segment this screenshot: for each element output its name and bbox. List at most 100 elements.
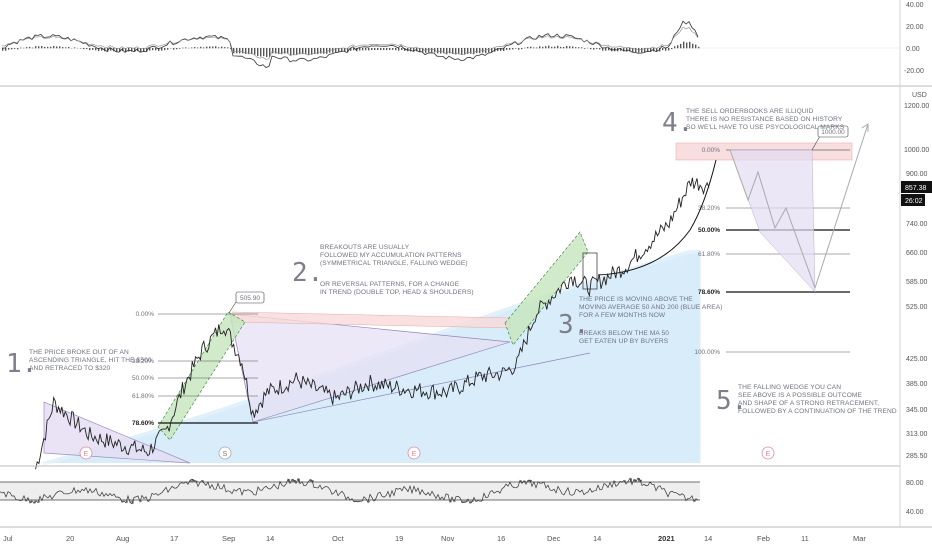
top-histogram-bar xyxy=(128,48,130,52)
top-histogram-bar xyxy=(164,48,166,51)
top-histogram-bar xyxy=(149,48,151,51)
bottom-oscillator-trough xyxy=(132,500,134,504)
top-histogram-bar xyxy=(53,46,55,49)
top-histogram-bar xyxy=(143,48,145,52)
top-histogram-bar xyxy=(362,48,364,51)
bottom-oscillator-peak xyxy=(312,480,314,482)
annotation-3-line-2: MOVING AVERAGE 50 AND 200 (BLUE AREA) xyxy=(579,304,723,311)
top-histogram-bar xyxy=(197,47,199,49)
annotation-5-line-2: SEE ABOVE IS A POSSIBLE OUTCOME xyxy=(738,392,863,399)
top-histogram-bar xyxy=(572,46,574,49)
top-histogram-bar xyxy=(599,48,601,50)
top-histogram-bar xyxy=(242,48,244,54)
top-histogram-bar xyxy=(8,48,10,50)
price-axis[interactable]: 40.00 20.00 0.00 -20.00 USD 1200.00 1000… xyxy=(899,0,932,527)
annotation-1-number: 1. xyxy=(6,349,37,379)
callout-1000-label: 1000.00 xyxy=(821,129,845,136)
top-histogram-bar xyxy=(158,48,160,51)
price-tick-900: 900.00 xyxy=(906,171,928,178)
top-histogram-bar xyxy=(323,48,325,54)
currency-label: USD xyxy=(912,92,927,99)
top-histogram-bar xyxy=(263,48,265,57)
top-histogram-bar xyxy=(506,48,508,50)
top-histogram-bar xyxy=(353,48,355,51)
top-histogram-bar xyxy=(386,48,388,51)
top-histogram-bar xyxy=(641,48,643,53)
top-histogram-bar xyxy=(167,48,169,50)
top-histogram-bar xyxy=(83,48,85,50)
top-histogram-bar xyxy=(542,46,544,49)
top-histogram-bar xyxy=(2,48,4,51)
top-histogram-bar xyxy=(695,44,697,49)
bottom-oscillator-peak xyxy=(194,480,196,482)
top-histogram-bar xyxy=(233,48,235,54)
top-histogram-bar xyxy=(347,48,349,53)
x-tick-2021: 2021 xyxy=(658,534,675,543)
top-histogram-bar xyxy=(644,48,646,53)
top-histogram-bar xyxy=(248,48,250,55)
x-tick-14b: 14 xyxy=(593,534,601,543)
top-histogram-bar xyxy=(677,45,679,49)
top-histogram-bar xyxy=(293,48,295,55)
x-tick-14c: 14 xyxy=(704,534,712,543)
top-histogram-bar xyxy=(239,48,241,54)
top-histogram-bar xyxy=(215,46,217,49)
top-histogram-bar xyxy=(563,46,565,49)
top-histogram-bar xyxy=(566,46,568,49)
bottom-oscillator-peak xyxy=(294,480,296,482)
bottom-oscillator-trough xyxy=(686,500,688,501)
top-histogram-bar xyxy=(533,47,535,49)
top-histogram-bar xyxy=(461,48,463,55)
top-histogram-bar xyxy=(68,46,70,49)
annotation-2-line-1: BREAKOUTS ARE USUALLY xyxy=(320,244,410,251)
top-histogram-bar xyxy=(299,48,301,55)
top-histogram-bar xyxy=(59,46,61,49)
annotation-3-line-3: FOR A FEW MONTHS NOW xyxy=(579,312,666,319)
top-histogram-bar xyxy=(140,48,142,53)
top-histogram-bar xyxy=(17,48,19,50)
top-histogram-bar xyxy=(89,48,91,51)
top-histogram-bar xyxy=(281,48,283,55)
annotation-4: 4. THE SELL ORDERBOOKS ARE ILLIQUID THER… xyxy=(662,108,845,138)
time-axis[interactable]: Jul 20 Aug 17 Sep 14 Oct 19 Nov 16 Dec 1… xyxy=(3,534,866,543)
top-histogram-bar xyxy=(74,47,76,49)
top-histogram-bar xyxy=(515,48,517,49)
price-tick-345: 345.00 xyxy=(906,407,928,414)
top-histogram-bar xyxy=(11,48,13,50)
bottom-oscillator-peak xyxy=(310,479,312,482)
bottom-oscillator-trough xyxy=(454,500,456,502)
top-histogram-bar xyxy=(269,48,271,57)
annotation-2-number: 2. xyxy=(292,258,323,288)
annotation-4-line-1: THE SELL ORDERBOOKS ARE ILLIQUID xyxy=(686,108,814,115)
annotation-5-line-1: THE FALLING WEDGE YOU CAN xyxy=(738,384,841,391)
top-histogram-bar xyxy=(125,48,127,53)
bottom-oscillator-trough xyxy=(470,500,472,504)
top-histogram-bar xyxy=(296,48,298,55)
event-markers: E S E E xyxy=(79,446,775,460)
top-histogram-bar xyxy=(224,47,226,49)
top-histogram-bar xyxy=(95,48,97,51)
top-histogram-bar xyxy=(227,47,229,49)
top-histogram-bar xyxy=(272,48,274,54)
bottom-oscillator-trough xyxy=(354,500,356,502)
bottom-oscillator-trough xyxy=(36,500,38,501)
bottom-oscillator-peak xyxy=(190,480,192,482)
top-histogram-bar xyxy=(452,48,454,55)
top-histogram-bar xyxy=(512,48,514,50)
price-callout-505: 505.90 xyxy=(228,291,265,314)
bottom-oscillator-trough xyxy=(26,500,28,502)
top-histogram-bar xyxy=(443,48,445,54)
top-tick-2: 0.00 xyxy=(906,46,920,53)
annotation-2-line-2: FOLLOWED MY ACCUMULATION PATTERNS xyxy=(320,252,462,259)
top-histogram-bar xyxy=(467,48,469,54)
top-histogram-bar xyxy=(257,48,259,57)
top-histogram-bar xyxy=(368,48,370,51)
top-histogram-bar xyxy=(26,47,28,49)
top-histogram-bar xyxy=(146,48,148,52)
top-histogram-bar xyxy=(260,48,262,57)
top-histogram-bar xyxy=(41,45,43,49)
top-histogram-bar xyxy=(275,48,277,54)
top-histogram-bar xyxy=(110,48,112,51)
annotation-3: 3. THE PRICE IS MOVING ABOVE THE MOVING … xyxy=(558,296,723,345)
bottom-oscillator-peak xyxy=(630,478,632,482)
